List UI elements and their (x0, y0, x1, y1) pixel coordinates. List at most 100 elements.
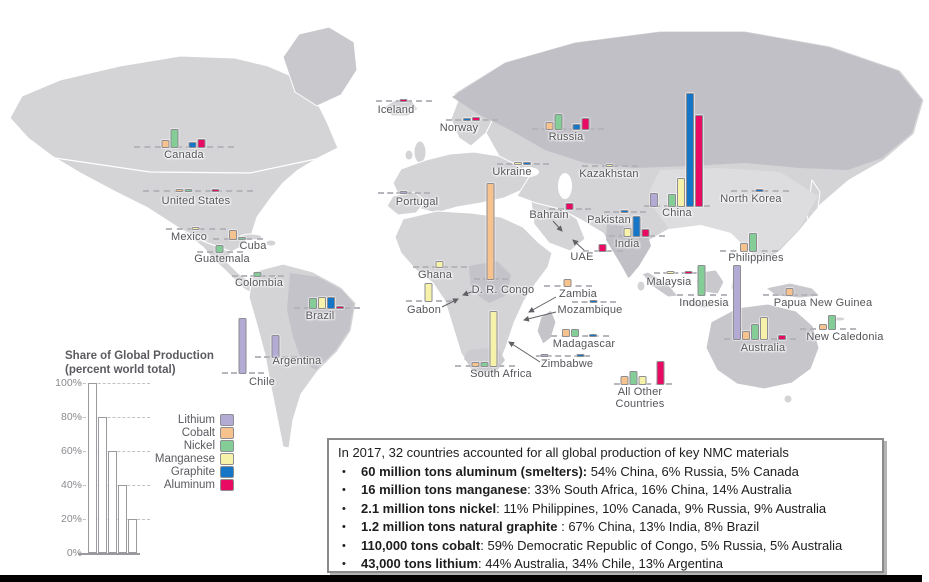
bar-lithium-portugal (399, 190, 408, 194)
bullet-item: • 16 million tons manganese: 33% South Af… (338, 481, 874, 499)
country-bar-group-south-africa (471, 247, 499, 367)
country-bar-group-gabon (424, 182, 434, 302)
baseline-united-states (143, 190, 253, 192)
bar-nickel-new-caledonia (828, 314, 836, 330)
bullet-text: 16 million tons manganese: 33% South Afr… (361, 481, 792, 499)
legend-label-nickel: Nickel (183, 439, 215, 452)
bar-cobalt-new-caledonia (819, 324, 827, 330)
bar-aluminum-iceland (399, 98, 408, 102)
bullet-item: • 2.1 million tons nickel: 11% Philippine… (338, 500, 874, 518)
bar-nickel-colombia (253, 271, 262, 277)
country-bar-group-zimbabwe (540, 237, 586, 357)
bullet-dot: • (342, 539, 346, 552)
country-label-australia: Australia (740, 342, 786, 354)
country-bar-group-canada (161, 28, 207, 148)
country-drcongo-shade (469, 261, 511, 303)
scale-gridline-100 (78, 383, 150, 384)
country-bar-group-madagascar (562, 217, 598, 337)
country-bar-group-brazil (309, 189, 345, 309)
country-bar-group-india (623, 117, 651, 237)
continent-africa (394, 210, 553, 378)
country-label-ukraine: Ukraine (492, 166, 532, 178)
country-label-d-r-congo: D. R. Congo (471, 284, 535, 296)
country-bar-group-pakistan (620, 93, 630, 213)
legend-swatch-lithium (220, 413, 234, 426)
legend-item-nickel: Nickel (148, 439, 234, 452)
baseline-madagascar (551, 335, 609, 337)
bar-aluminum-china (695, 115, 703, 207)
scale-tick-label-20: 20% (60, 513, 82, 525)
bar-cobalt-russia (545, 122, 554, 130)
bullet-item: • 60 million tons aluminum (smelters): 54… (338, 463, 874, 481)
bar-manganese-china (677, 178, 685, 207)
scale-example-bar-80 (98, 417, 107, 553)
country-label-kazakhstan: Kazakhstan (579, 168, 639, 180)
bullet-bold: 60 million tons aluminum (smelters): (361, 464, 588, 479)
baseline-malaysia (654, 272, 706, 274)
bullet-dot: • (342, 484, 346, 497)
legend-item-cobalt: Cobalt (148, 426, 234, 439)
country-bar-group-mozambique (589, 183, 599, 303)
country-bar-group-ukraine (514, 45, 532, 165)
country-bar-group-all-other-countries (620, 265, 666, 385)
bar-graphite-ukraine (523, 161, 531, 165)
bar-cobalt-all-other-countries (620, 375, 629, 385)
bar-aluminum-united-states (211, 189, 220, 192)
bar-nickel-russia (554, 113, 563, 130)
bullet-dot: • (342, 558, 346, 571)
bar-nickel-all-other-countries (629, 370, 638, 385)
country-label-north-korea: North Korea (720, 193, 782, 205)
bar-lithium-australia (733, 265, 741, 340)
bullet-text: 60 million tons aluminum (smelters): 54%… (361, 463, 799, 481)
scale-chart-title-line2: (percent world total) (65, 363, 176, 376)
country-brazil-shade (287, 273, 354, 370)
bar-aluminum-malaysia (684, 271, 693, 274)
country-label-malaysia: Malaysia (646, 276, 692, 288)
bullet-text: 110,000 tons cobalt: 59% Democratic Repu… (361, 537, 842, 555)
sea-caspian (558, 173, 572, 199)
bar-manganese-kazakhstan (605, 163, 614, 167)
bar-manganese-mexico (191, 226, 200, 230)
bar-graphite-zimbabwe (576, 354, 585, 357)
scale-tick-label-40: 40% (60, 479, 82, 491)
bar-nickel-brazil (309, 297, 317, 309)
baseline-canada (134, 146, 234, 148)
leader-line-drcongo (462, 290, 475, 297)
bullet-item: • 110,000 tons cobalt: 59% Democratic Rep… (338, 537, 874, 555)
bar-manganese-all-other-countries (638, 375, 647, 385)
country-label-philippines: Philippines (728, 252, 784, 264)
bar-nickel-cuba (238, 237, 246, 240)
country-label-portugal: Portugal (395, 196, 439, 208)
bar-cobalt-cuba (229, 229, 237, 240)
country-label-russia: Russia (548, 131, 584, 143)
scale-example-bar-40 (118, 485, 127, 553)
bar-cobalt-philippines (740, 242, 748, 252)
country-label-canada: Canada (164, 149, 204, 161)
bullet-bold: 43,000 tons lithium (361, 556, 479, 572)
country-bar-group-portugal (399, 74, 409, 194)
legend: Lithium Cobalt Nickel Manganese Graphite Alum… (148, 413, 234, 491)
country-label-iceland: Iceland (377, 104, 415, 116)
country-bar-group-philippines (740, 132, 758, 252)
bullet-bold: 110,000 tons cobalt (361, 537, 481, 553)
leader-line-zimbabwe (508, 341, 541, 363)
bottom-black-bar (0, 575, 922, 582)
country-label-cuba: Cuba (239, 240, 267, 252)
country-label-madagascar: Madagascar (552, 338, 616, 350)
leader-line-uae (572, 239, 586, 252)
bar-nickel-philippines (749, 233, 757, 252)
bullet-rest: : 11% Philippines, 10% Canada, 9% Russia… (496, 500, 827, 516)
bullet-bold: 1.2 million tons natural graphite (361, 519, 558, 535)
country-bar-group-ghana (435, 148, 445, 268)
country-label-uae: UAE (570, 251, 594, 263)
bar-cobalt-madagascar (562, 328, 570, 337)
bar-graphite-canada (188, 142, 197, 148)
country-bar-group-united-states (175, 72, 221, 192)
bar-nickel-united-states (184, 189, 193, 192)
bar-manganese-ghana (435, 261, 444, 268)
baseline-zimbabwe (536, 355, 590, 357)
country-label-india: India (614, 238, 640, 250)
bar-lithium-zimbabwe (540, 354, 549, 357)
bullet-rest: : 33% South Africa, 16% China, 14% Austr… (527, 482, 792, 498)
